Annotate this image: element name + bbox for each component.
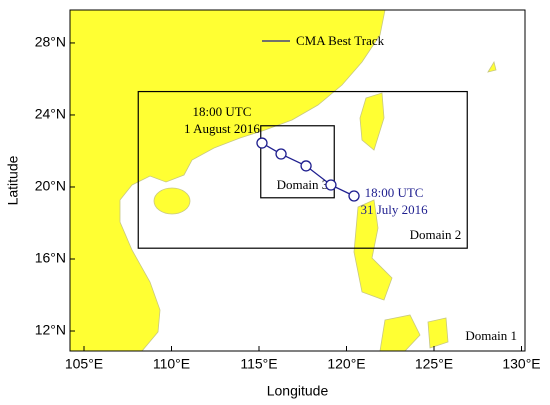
y-tick-label: 16°N (35, 250, 66, 266)
domain-label: Domain 1 (465, 328, 517, 343)
annotation: 31 July 2016 (360, 202, 428, 217)
plot-frame (69, 9, 526, 352)
x-tick-label: 115°E (240, 356, 277, 372)
y-tick-label: 24°N (35, 106, 66, 122)
x-tick-label: 105°E (65, 356, 103, 372)
track-point (348, 190, 360, 202)
x-tick-label: 120°E (327, 356, 365, 372)
track-point (256, 137, 268, 149)
track-point (275, 148, 287, 160)
domain-label: Domain 3 (277, 177, 329, 192)
island (487, 60, 497, 73)
annotation: 18:00 UTC (193, 104, 252, 119)
island (427, 317, 449, 349)
x-tick-label: 110°E (153, 356, 190, 372)
mainland (70, 10, 386, 351)
domain-box (137, 90, 468, 249)
y-tick-label: 20°N (35, 178, 66, 194)
annotation: 18:00 UTC (365, 185, 424, 200)
taiwan (359, 92, 385, 151)
y-axis-label: Latitude (5, 155, 21, 205)
legend-label: CMA Best Track (296, 33, 385, 48)
x-tick-label: 125°E (415, 356, 453, 372)
y-tick-label: 28°N (35, 34, 66, 50)
annotation: 1 August 2016 (184, 121, 260, 136)
island (379, 314, 421, 351)
domain-label: Domain 2 (410, 227, 462, 242)
track-point (325, 179, 337, 191)
x-tick-label: 130°E (502, 356, 540, 372)
land (70, 10, 497, 351)
track-point (300, 160, 312, 172)
hainan (153, 187, 191, 215)
x-axis-label: Longitude (267, 383, 329, 399)
domain-box (260, 125, 335, 199)
y-tick-label: 12°N (35, 322, 66, 338)
luzon (353, 199, 393, 301)
